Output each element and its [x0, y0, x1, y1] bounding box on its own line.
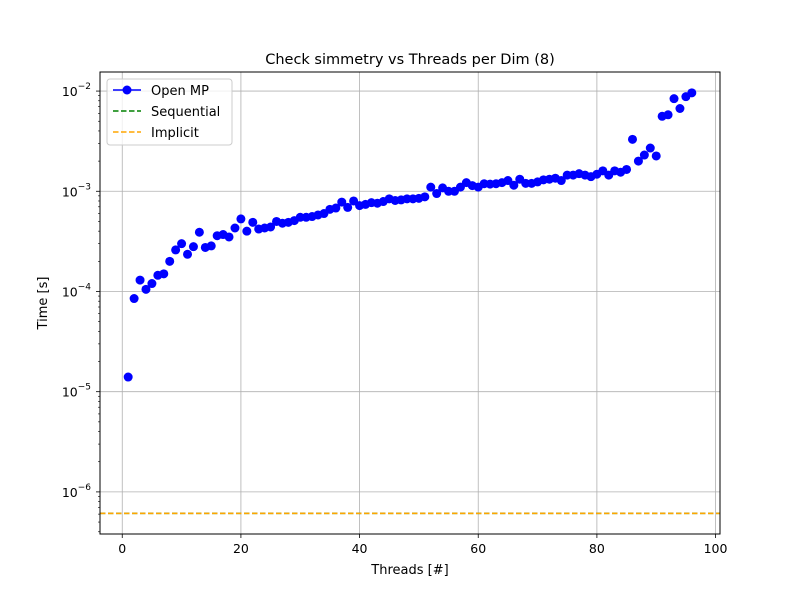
data-point: [129, 294, 139, 304]
data-point: [194, 227, 204, 237]
y-tick-label: 10−3: [62, 182, 91, 199]
data-point: [242, 226, 252, 236]
data-point: [556, 176, 566, 186]
data-point: [687, 88, 697, 98]
data-point: [337, 197, 347, 207]
x-axis-ticks: 0 20 40 60 80 100: [118, 534, 728, 556]
data-point: [663, 110, 673, 120]
data-point: [141, 284, 151, 294]
legend-label-sequential: Sequential: [151, 105, 220, 120]
data-point: [675, 104, 685, 114]
data-point: [206, 241, 216, 251]
chart-title: Check simmetry vs Threads per Dim (8): [265, 52, 555, 68]
legend-label-implicit: Implicit: [151, 126, 199, 141]
data-point: [627, 134, 637, 144]
x-tick-label: 80: [589, 541, 605, 556]
data-point: [224, 232, 234, 242]
data-point: [135, 275, 145, 285]
data-point: [651, 151, 661, 161]
y-axis-label: Time [s]: [36, 277, 51, 331]
data-point: [669, 94, 679, 104]
legend-box: [106, 78, 233, 146]
data-point: [183, 249, 193, 259]
data-point: [248, 217, 258, 227]
x-tick-label: 40: [352, 541, 368, 556]
data-points: [123, 88, 697, 382]
y-tick-label: 10−6: [62, 483, 91, 500]
data-point: [622, 164, 632, 174]
y-tick-label: 10−5: [62, 383, 91, 400]
data-point: [432, 189, 442, 199]
legend-label-openmp: Open MP: [151, 84, 209, 99]
axes-frame: [99, 71, 721, 535]
data-point: [123, 372, 133, 382]
data-point: [426, 182, 436, 192]
data-point: [343, 202, 353, 212]
data-point: [230, 223, 240, 233]
y-tick-label: 10−2: [62, 82, 91, 99]
data-point: [645, 143, 655, 153]
data-point: [633, 156, 643, 166]
data-point: [639, 150, 649, 160]
data-point: [147, 279, 157, 289]
x-axis-label: Threads [#]: [370, 563, 448, 578]
data-point: [509, 180, 519, 190]
grid: [100, 72, 720, 534]
data-point: [331, 203, 341, 213]
x-tick-label: 100: [704, 541, 728, 556]
data-point: [165, 256, 175, 266]
data-point: [236, 214, 246, 224]
y-axis-ticks: 10−6 10−5 10−4 10−3 10−2: [62, 82, 100, 533]
data-point: [171, 245, 181, 255]
x-tick-label: 60: [470, 541, 486, 556]
y-tick-label: 10−4: [62, 282, 91, 299]
data-point: [159, 269, 169, 279]
x-tick-label: 20: [233, 541, 249, 556]
data-point: [188, 242, 198, 252]
legend: Open MP Sequential Implicit: [106, 78, 233, 146]
plot-area: [100, 72, 720, 534]
x-tick-label: 0: [118, 541, 126, 556]
data-point: [177, 239, 187, 249]
legend-marker-openmp: [122, 85, 132, 95]
data-point: [266, 222, 276, 232]
data-point: [420, 192, 430, 202]
